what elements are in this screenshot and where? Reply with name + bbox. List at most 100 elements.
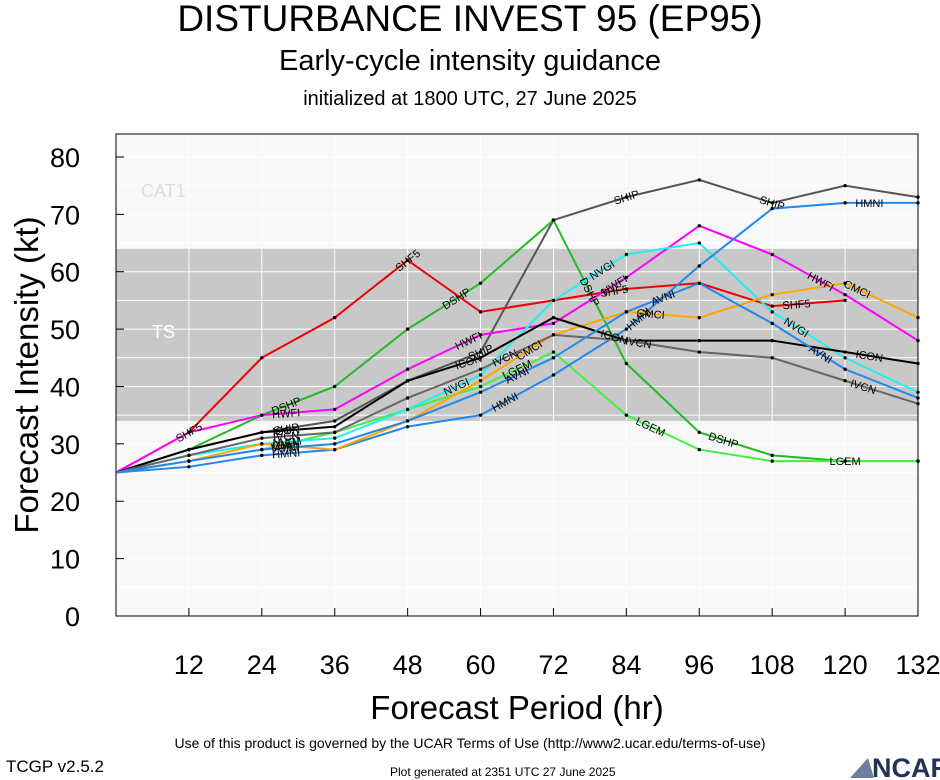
series-line-avni	[115, 282, 919, 474]
x-tick-label: 96	[684, 650, 714, 680]
point-nvgi	[333, 436, 337, 440]
series-label-icon: ICON	[855, 349, 884, 365]
tick-labels: 12 24 36 48 60 72 84 96 108 120 132 0 10 20 30 40 50 60 70…	[50, 143, 940, 680]
series-label-avni: AVNI	[273, 442, 299, 456]
point-avni	[187, 459, 191, 463]
band-labels: TS CAT1	[141, 181, 186, 342]
point-dshp	[551, 218, 556, 222]
version-label: TCGP v2.5.2	[6, 757, 104, 776]
point-hwfi	[624, 275, 629, 280]
point-icon	[697, 338, 701, 343]
point-hmni	[843, 201, 847, 205]
point-ship	[770, 201, 774, 205]
point-hwfi	[843, 292, 847, 297]
point-nvgi	[770, 310, 774, 314]
point-hwfi	[405, 367, 410, 371]
band-label-ts: TS	[152, 322, 175, 342]
y-tick-label: 40	[50, 372, 80, 402]
point-avni	[333, 442, 337, 446]
point-shf5	[333, 315, 337, 320]
point-ivcn	[624, 338, 629, 343]
y-tick-label: 20	[50, 487, 80, 517]
point-hmni	[624, 327, 629, 331]
point-nvgi	[843, 356, 847, 360]
point-shf5	[770, 304, 774, 308]
point-lgem	[624, 413, 629, 417]
point-cmci	[260, 442, 264, 446]
point-shf5	[624, 287, 629, 291]
point-hwfi	[478, 333, 483, 337]
point-hwfi	[260, 413, 264, 417]
point-hwfi	[333, 407, 337, 412]
grid-lines	[116, 134, 919, 616]
y-tick-label: 30	[50, 430, 80, 460]
point-avni	[624, 310, 629, 314]
x-axis-label: Forecast Period (hr)	[370, 689, 663, 726]
point-shf5	[478, 310, 483, 314]
point-dshp	[697, 430, 701, 435]
ncar-logo-text: NCAR	[872, 753, 940, 780]
x-tick-label: 12	[174, 650, 204, 680]
point-cmci	[333, 447, 337, 452]
point-avni	[770, 321, 774, 326]
x-tick-label: 72	[538, 650, 568, 680]
series-label-hwfi: HWFI	[272, 407, 301, 421]
point-dshp	[624, 361, 629, 366]
chart-title: DISTURBANCE INVEST 95 (EP95)	[177, 0, 763, 39]
point-hmni	[770, 206, 774, 211]
series-label-shf5: SHF5	[600, 284, 630, 300]
point-hwfi	[770, 252, 774, 257]
series-line-hwfi	[115, 224, 919, 474]
point-lgem	[843, 459, 847, 463]
point-cmci	[843, 281, 847, 285]
point-avni	[405, 419, 410, 423]
point-hmni	[187, 465, 191, 469]
point-lgem	[551, 350, 556, 354]
point-ivcn	[260, 436, 264, 440]
point-hmni	[697, 264, 701, 268]
point-lgem	[478, 384, 483, 389]
generated-time: Plot generated at 2351 UTC 27 June 2025	[390, 765, 616, 779]
y-tick-label: 80	[50, 143, 80, 173]
point-ivcn	[187, 453, 191, 458]
init-time: initialized at 1800 UTC, 27 June 2025	[303, 88, 637, 110]
series-label-icon: ICON	[272, 424, 300, 438]
point-hwfi	[551, 321, 556, 326]
point-avni	[697, 281, 701, 285]
y-tick-label: 60	[50, 258, 80, 288]
point-cmci	[697, 315, 701, 320]
ncar-logo-mark	[850, 758, 874, 778]
series-line-icon	[115, 316, 919, 474]
point-hwfi	[697, 224, 701, 228]
point-hmni	[405, 424, 410, 429]
point-ivcn	[770, 356, 774, 360]
point-lgem	[770, 459, 774, 463]
series-label-shf5: SHF5	[782, 298, 811, 312]
point-nvgi	[624, 252, 629, 257]
series-line-cmci	[115, 282, 919, 474]
point-dshp	[405, 327, 410, 331]
point-icon	[843, 350, 847, 354]
x-tick-label: 24	[247, 650, 277, 680]
point-hmni	[478, 413, 483, 417]
point-lgem	[697, 447, 701, 452]
series-label-lgem: LGEM	[829, 456, 860, 468]
band-ts	[116, 248, 918, 421]
band-label-cat1: CAT1	[141, 181, 186, 201]
point-icon	[770, 338, 774, 343]
series-line-ivcn	[115, 333, 919, 474]
point-ship	[697, 178, 701, 182]
point-hmni	[551, 373, 556, 377]
ncar-logo: NCAR	[850, 753, 940, 780]
point-ivcn	[843, 379, 847, 383]
point-nvgi	[405, 407, 410, 412]
point-icon	[405, 379, 410, 383]
y-axis-label: Forecast Intensity (kt)	[8, 216, 45, 533]
series-label-ivcn: IVCN	[624, 336, 652, 352]
point-nvgi	[551, 298, 556, 303]
series-label-cmci: CMCI	[272, 440, 301, 454]
y-tick-label: 10	[50, 545, 80, 575]
y-tick-label: 70	[50, 200, 80, 230]
x-tick-label: 84	[611, 650, 641, 680]
